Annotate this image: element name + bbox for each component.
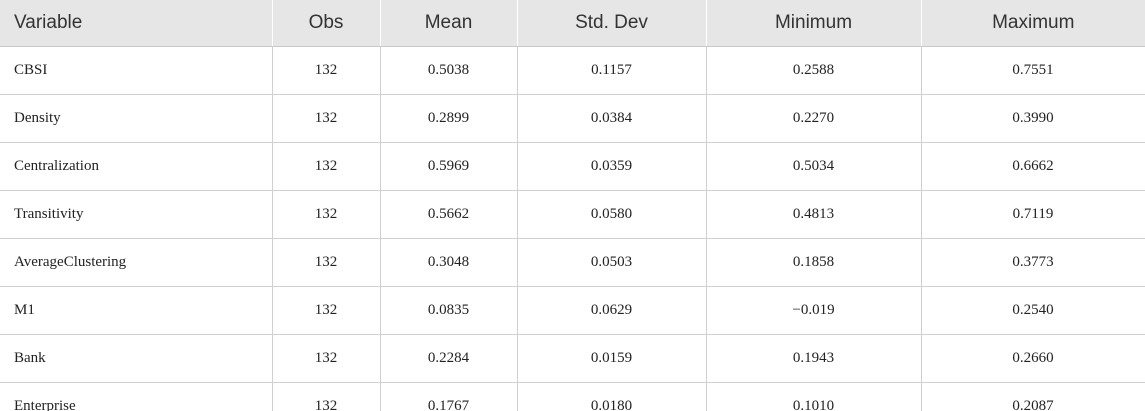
table-cell: 0.5034 <box>705 142 921 191</box>
table-cell: 0.5969 <box>379 142 517 191</box>
header-cell: Obs <box>271 0 380 47</box>
table-cell: 0.1010 <box>705 382 921 411</box>
table-cell: 132 <box>271 238 380 287</box>
table-cell: Centralization <box>0 142 272 191</box>
table-cell: 0.7119 <box>920 190 1145 239</box>
table-cell: 0.3990 <box>920 94 1145 143</box>
table-row: Density 132 0.2899 0.0384 0.2270 0.3990 <box>0 94 1145 143</box>
table-cell: 132 <box>271 286 380 335</box>
table-cell: 132 <box>271 190 380 239</box>
table-row: Enterprise 132 0.1767 0.0180 0.1010 0.2087 <box>0 382 1145 411</box>
header-cell: Std. Dev <box>516 0 706 47</box>
table-cell: −0.019 <box>705 286 921 335</box>
table-cell: 0.2270 <box>705 94 921 143</box>
table-cell: Transitivity <box>0 190 272 239</box>
table-cell: 0.0580 <box>516 190 706 239</box>
table-cell: 0.5038 <box>379 46 517 95</box>
table-cell: 0.0359 <box>516 142 706 191</box>
header-row: Variable Obs Mean Std. Dev Minimum Maximum <box>0 0 1145 47</box>
table-row: Centralization 132 0.5969 0.0359 0.5034 0.666… <box>0 142 1145 191</box>
table-cell: 0.5662 <box>379 190 517 239</box>
table-cell: 132 <box>271 382 380 411</box>
table-cell: 0.2660 <box>920 334 1145 383</box>
table-row: Bank 132 0.2284 0.0159 0.1943 0.2660 <box>0 334 1145 383</box>
table-row: Transitivity 132 0.5662 0.0580 0.4813 0.7119 <box>0 190 1145 239</box>
table-cell: 0.1157 <box>516 46 706 95</box>
table-cell: 132 <box>271 94 380 143</box>
header-cell: Maximum <box>920 0 1145 47</box>
table-cell: 132 <box>271 46 380 95</box>
table-cell: 0.4813 <box>705 190 921 239</box>
table-cell: 0.0629 <box>516 286 706 335</box>
table-cell: 0.1767 <box>379 382 517 411</box>
table-cell: 0.2284 <box>379 334 517 383</box>
table-cell: 0.0384 <box>516 94 706 143</box>
table-cell: 0.0159 <box>516 334 706 383</box>
table-cell: 0.1943 <box>705 334 921 383</box>
table-cell: 0.2087 <box>920 382 1145 411</box>
table-cell: 0.6662 <box>920 142 1145 191</box>
table-cell: 0.2899 <box>379 94 517 143</box>
table-cell: Density <box>0 94 272 143</box>
table-cell: M1 <box>0 286 272 335</box>
table-cell: 0.3773 <box>920 238 1145 287</box>
table-cell: Bank <box>0 334 272 383</box>
table-row: CBSI 132 0.5038 0.1157 0.2588 0.7551 <box>0 46 1145 95</box>
header-cell: Mean <box>379 0 517 47</box>
table-cell: 0.2588 <box>705 46 921 95</box>
table-cell: 0.3048 <box>379 238 517 287</box>
table-cell: 132 <box>271 334 380 383</box>
table-row: M1 132 0.0835 0.0629 −0.019 0.2540 <box>0 286 1145 335</box>
header-cell: Minimum <box>705 0 921 47</box>
header-cell: Variable <box>0 0 272 47</box>
table-cell: Enterprise <box>0 382 272 411</box>
table-cell: 0.2540 <box>920 286 1145 335</box>
table-row: AverageClustering 132 0.3048 0.0503 0.1858 0.… <box>0 238 1145 287</box>
table-cell: 0.0835 <box>379 286 517 335</box>
table-cell: 132 <box>271 142 380 191</box>
table-cell: 0.0180 <box>516 382 706 411</box>
table-cell: 0.7551 <box>920 46 1145 95</box>
table-cell: 0.0503 <box>516 238 706 287</box>
table-cell: CBSI <box>0 46 272 95</box>
table-body: CBSI 132 0.5038 0.1157 0.2588 0.7551 Density 13… <box>0 46 1145 411</box>
table-cell: AverageClustering <box>0 238 272 287</box>
table-cell: 0.1858 <box>705 238 921 287</box>
